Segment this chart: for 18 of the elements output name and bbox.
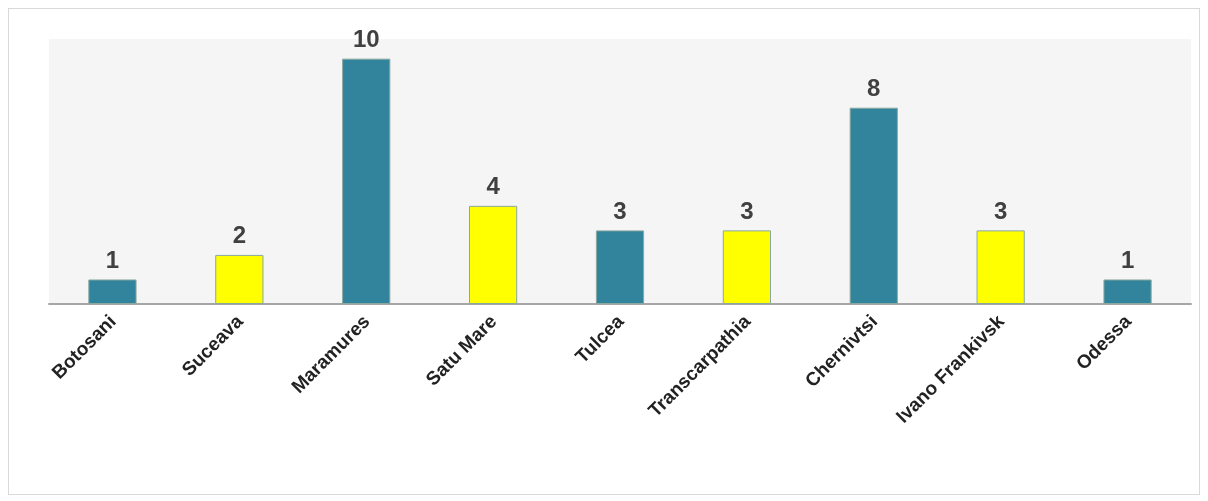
- data-label: 1: [1120, 245, 1135, 273]
- data-label: 1: [105, 245, 120, 273]
- data-label: 4: [486, 172, 501, 200]
- data-label: 3: [993, 196, 1008, 224]
- bar: [849, 107, 898, 304]
- bar: [469, 205, 518, 304]
- data-label: 8: [867, 74, 881, 102]
- data-label: 2: [232, 221, 247, 249]
- bar: [1103, 279, 1152, 304]
- bar: [595, 230, 645, 304]
- bar: [342, 58, 391, 304]
- data-label: 3: [740, 196, 754, 224]
- data-label: 3: [613, 196, 627, 224]
- bar: [976, 230, 1025, 304]
- bar: [215, 254, 264, 304]
- bar: [722, 230, 771, 304]
- data-label: 10: [352, 25, 380, 53]
- bar: [88, 279, 137, 304]
